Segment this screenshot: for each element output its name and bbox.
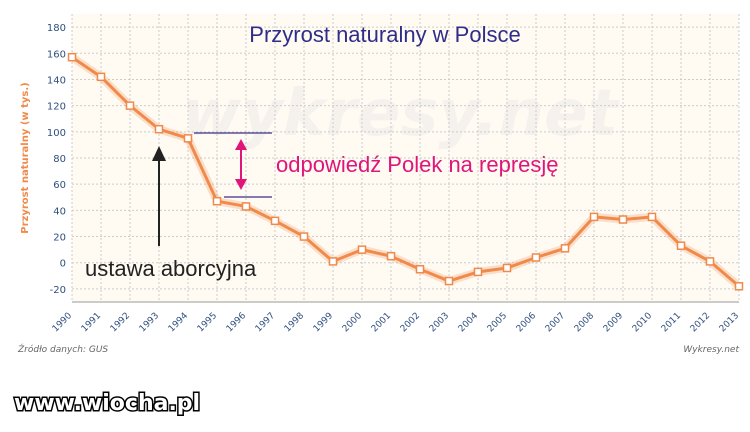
annotation-response-text: odpowiedź Polek na represję xyxy=(276,152,559,177)
data-point xyxy=(96,72,106,82)
gridlines xyxy=(71,14,740,302)
data-point xyxy=(154,124,164,134)
y-tick-label: 120 xyxy=(47,102,66,113)
data-point xyxy=(386,251,396,261)
data-point xyxy=(67,52,77,62)
y-tick-label: 60 xyxy=(53,180,66,191)
double-arrow-down-head xyxy=(235,179,247,190)
y-tick-label: 0 xyxy=(60,259,66,270)
data-point xyxy=(531,253,541,262)
site-watermark: www.wiocha.pl xyxy=(14,391,200,416)
data-point xyxy=(212,196,222,206)
y-tick-label: 80 xyxy=(53,154,66,165)
data-point xyxy=(125,101,135,110)
y-tick-label: 180 xyxy=(47,23,66,34)
data-point xyxy=(676,241,686,250)
double-arrow-up-head xyxy=(235,139,247,150)
y-tick-label: 100 xyxy=(47,128,66,139)
arrow-head xyxy=(152,146,166,161)
series-line-group xyxy=(67,52,744,291)
annotation-bracket xyxy=(194,132,272,198)
data-point xyxy=(328,257,338,266)
data-point xyxy=(241,202,251,211)
data-point xyxy=(502,263,512,273)
y-tick-labels: -20 0 20 40 60 80 100 120 140 160 180 xyxy=(47,23,66,296)
data-point xyxy=(647,212,657,222)
data-point xyxy=(734,282,744,291)
data-point xyxy=(270,216,280,226)
chart-title: Przyrost naturalny w Polsce xyxy=(249,22,520,47)
y-tick-label: 20 xyxy=(53,233,66,244)
data-point xyxy=(473,267,483,277)
credit-note: Wykresy.net xyxy=(683,345,739,355)
annotation-law-text: ustawa aborcyjna xyxy=(85,256,257,281)
y-tick-label: 160 xyxy=(47,49,66,60)
source-note: Źródło danych: GUS xyxy=(17,343,108,355)
annotation-arrow xyxy=(152,146,166,246)
data-point xyxy=(589,212,599,222)
data-point xyxy=(618,215,628,224)
data-point xyxy=(299,232,309,241)
watermark-text: wykresy.net xyxy=(182,77,621,151)
y-axis-title: Przyrost naturalny (w tys.) xyxy=(20,82,31,234)
data-point xyxy=(183,134,193,143)
y-tick-label: 140 xyxy=(47,75,66,86)
series-line xyxy=(71,55,740,288)
y-tick-label: -20 xyxy=(50,285,66,296)
data-point xyxy=(560,244,570,253)
data-point xyxy=(357,245,367,254)
data-point xyxy=(705,257,715,266)
y-tick-label: 40 xyxy=(53,206,66,217)
data-point xyxy=(415,265,425,274)
data-point xyxy=(444,276,454,286)
